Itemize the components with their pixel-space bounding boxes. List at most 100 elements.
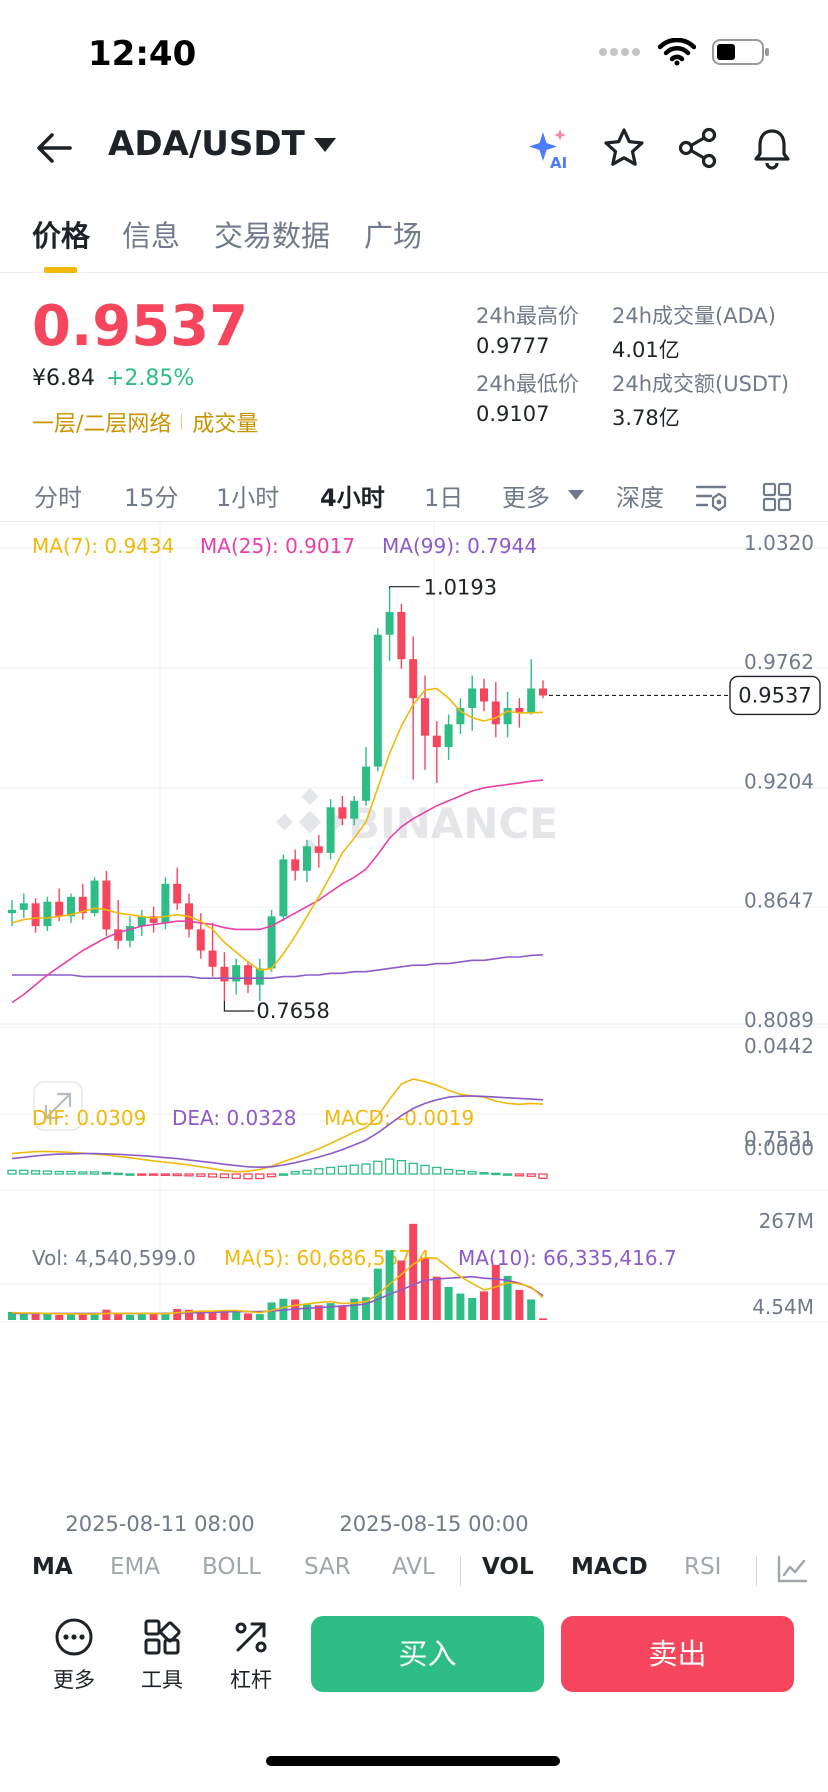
buy-button[interactable]: 买入	[311, 1616, 544, 1692]
macd-histogram-bar	[479, 1171, 489, 1175]
vol-ma5-line	[11, 1256, 544, 1315]
tab-price[interactable]: 价格	[32, 219, 91, 253]
volume-bar	[232, 1311, 241, 1320]
interval-more[interactable]: 更多	[502, 484, 550, 512]
volume-bar	[196, 1311, 205, 1320]
volume-bar	[185, 1309, 193, 1320]
tag-volume[interactable]: 成交量	[192, 412, 259, 437]
leverage-button[interactable]: 杠杆	[211, 1616, 291, 1694]
back-arrow-icon[interactable]	[32, 126, 76, 170]
chart-grid	[0, 522, 828, 1323]
stat-label: 24h最高价	[476, 304, 580, 328]
ai-sparkle-icon[interactable]: AI	[528, 126, 572, 170]
tab-info[interactable]: 信息	[122, 219, 181, 253]
bottom-action-bar: 更多 工具 杠杆 买入 卖出	[0, 1608, 828, 1718]
candle-body	[326, 807, 335, 853]
price-axis-label: 0.9762	[744, 650, 814, 674]
indicator-boll[interactable]: BOLL	[202, 1554, 262, 1580]
pair-dropdown-caret-icon[interactable]	[314, 138, 336, 152]
macd-histogram-bar	[325, 1166, 336, 1175]
interval-depth[interactable]: 深度	[616, 484, 664, 512]
candle-body	[385, 611, 394, 635]
trading-pair-title[interactable]: ADA/USDT	[108, 124, 305, 164]
interval-4h[interactable]: 4小时	[320, 484, 385, 512]
macd-histogram-bar	[231, 1173, 241, 1179]
interval-time-sharing[interactable]: 分时	[34, 484, 82, 512]
macd-histogram-bar	[125, 1173, 135, 1176]
macd-histogram-bar	[243, 1173, 253, 1180]
chart-settings-icon[interactable]	[694, 482, 728, 512]
candle-body	[338, 807, 347, 819]
candle-body	[480, 688, 488, 702]
ma25-legend: MA(25): 0.9017	[200, 534, 355, 558]
macd-histogram-bar	[467, 1171, 477, 1175]
ma7-legend: MA(7): 0.9434	[32, 534, 174, 558]
indicator-macd[interactable]: MACD	[571, 1554, 648, 1580]
candle-body	[539, 688, 547, 696]
interval-more-caret-icon[interactable]	[568, 490, 584, 500]
indicator-settings-chart-icon[interactable]	[776, 1554, 808, 1584]
kline-chart[interactable]: BINANCE MA(7): 0.9434 MA(25): 0.9017 MA(…	[0, 522, 828, 1538]
last-price: 0.9537	[32, 294, 249, 359]
candle-body	[173, 883, 182, 904]
tab-square[interactable]: 广场	[364, 219, 423, 253]
candle-body	[31, 903, 40, 927]
interval-1d[interactable]: 1日	[424, 484, 464, 512]
volume-bar	[314, 1305, 323, 1320]
volume-bar	[173, 1308, 182, 1320]
more-button[interactable]: 更多	[34, 1616, 114, 1694]
macd-histogram-bar	[101, 1171, 112, 1175]
volume-bar	[126, 1314, 134, 1320]
tools-button[interactable]: 工具	[122, 1616, 202, 1694]
stat-label: 24h成交量(ADA)	[612, 304, 776, 328]
indicator-ma[interactable]: MA	[32, 1554, 73, 1580]
candle-body	[468, 688, 477, 708]
candle-body	[527, 688, 536, 713]
sell-button[interactable]: 卖出	[561, 1616, 794, 1692]
candle-body	[279, 859, 288, 917]
indicator-rsi[interactable]: RSI	[684, 1554, 722, 1580]
candle-body	[491, 701, 500, 725]
indicator-ema[interactable]: EMA	[110, 1554, 161, 1580]
stat-label: 24h最低价	[476, 372, 580, 396]
interval-15m[interactable]: 15分	[124, 484, 179, 512]
max-price-leader	[389, 586, 420, 589]
tab-trading-data[interactable]: 交易数据	[214, 219, 331, 253]
indicator-sar[interactable]: SAR	[304, 1554, 351, 1580]
indicator-vol[interactable]: VOL	[482, 1554, 534, 1580]
indicator-avl[interactable]: AVL	[392, 1554, 435, 1580]
stat-value: 0.9777	[476, 334, 550, 358]
battery-icon	[712, 39, 769, 65]
interval-1h[interactable]: 1小时	[216, 484, 280, 512]
candle-body	[503, 707, 512, 725]
volume-bar	[43, 1314, 52, 1320]
bell-alert-icon[interactable]	[750, 126, 794, 170]
candle-body	[149, 916, 158, 923]
volume-bar	[421, 1257, 429, 1320]
macd-histogram-bar	[408, 1162, 418, 1175]
star-favorite-icon[interactable]	[602, 126, 646, 170]
macd-histogram-bar	[137, 1173, 147, 1176]
cny-price: ¥6.84	[32, 366, 95, 391]
stat-value: 0.9107	[476, 402, 550, 426]
volume-axis-label: 267M	[759, 1209, 814, 1233]
volume-bar	[350, 1298, 359, 1320]
indicator-bar: MA EMA BOLL SAR AVL VOL MACD RSI	[0, 1540, 828, 1600]
fullscreen-expand-icon[interactable]	[33, 1081, 83, 1131]
candle-body	[303, 846, 311, 871]
ma25-line	[11, 779, 544, 1004]
main-tabs: 价格 信息 交易数据 广场	[0, 205, 828, 273]
macd-histogram-bar	[19, 1169, 29, 1175]
leverage-label: 杠杆	[230, 1668, 272, 1692]
macd-histogram-bar	[42, 1170, 53, 1175]
share-icon[interactable]	[676, 126, 720, 170]
layout-grid-icon[interactable]	[762, 482, 792, 512]
candle-body	[291, 859, 300, 871]
volume-bar	[208, 1312, 217, 1320]
tag-layer-network[interactable]: 一层/二层网络	[32, 412, 172, 437]
candle-body	[161, 883, 170, 923]
status-time: 12:40	[88, 34, 197, 74]
macd-histogram-bar	[314, 1168, 324, 1175]
macd-histogram-bar	[373, 1160, 383, 1175]
binance-watermark: BINANCE	[276, 788, 558, 856]
